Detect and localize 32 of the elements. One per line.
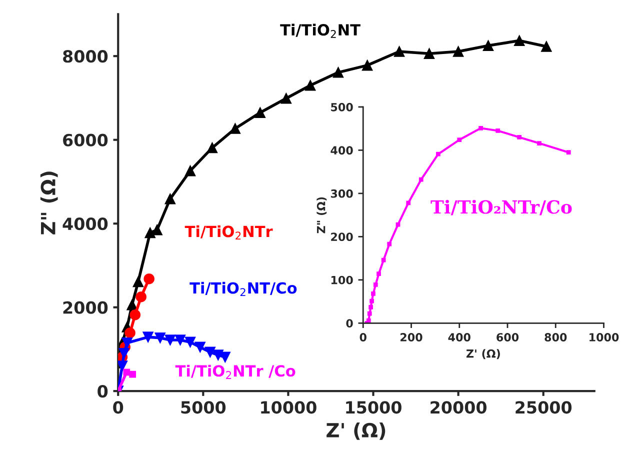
x-tick-label: 25000 xyxy=(516,401,572,414)
x-tick-label: 0 xyxy=(360,333,366,342)
y-axis-title: Z" (Ω) xyxy=(316,197,327,234)
text: Ti/TiO$_{2}$NTr xyxy=(184,225,273,240)
y-axis-title: Z" (Ω) xyxy=(40,172,58,234)
x-tick-label: 200 xyxy=(400,333,422,342)
x-tick-label: 10000 xyxy=(261,401,316,414)
y-tick-label: 8000 xyxy=(63,50,108,63)
y-tick-label: 100 xyxy=(331,276,353,284)
y-tick-label: 0 xyxy=(98,385,108,398)
x-tick-label: 400 xyxy=(448,333,470,342)
y-tick-label: 400 xyxy=(330,146,353,155)
y-tick-label: 6000 xyxy=(63,134,108,146)
x-tick-label: 15000 xyxy=(346,401,402,414)
x-tick-label: 800 xyxy=(544,333,567,342)
x-tick-label: 0 xyxy=(113,401,124,414)
y-tick-label: 2000 xyxy=(63,301,108,314)
y-tick-label: 500 xyxy=(331,102,353,112)
series-label: Ti/TiO₂NTr/Co xyxy=(430,200,572,216)
y-tick-label: 0 xyxy=(346,319,353,328)
y-tick-label: 300 xyxy=(330,189,353,198)
x-tick-label: 1000 xyxy=(590,333,619,342)
x-tick-label: 20000 xyxy=(430,401,486,414)
x-tick-label: 600 xyxy=(496,333,519,342)
x-axis-title: Z' (Ω) xyxy=(466,349,500,360)
x-tick-label: 5000 xyxy=(181,401,226,414)
text: Ti/TiO$_{2}$NT/Co xyxy=(190,282,297,296)
text: Ti/TiO$_{2}$NTr /Co xyxy=(175,364,296,379)
series-label: Ti/TiO$_{2}$NT xyxy=(280,24,360,38)
x-axis-title: Z' (Ω) xyxy=(326,422,386,440)
y-tick-label: 4000 xyxy=(62,218,108,230)
y-tick-label: 200 xyxy=(331,232,353,242)
